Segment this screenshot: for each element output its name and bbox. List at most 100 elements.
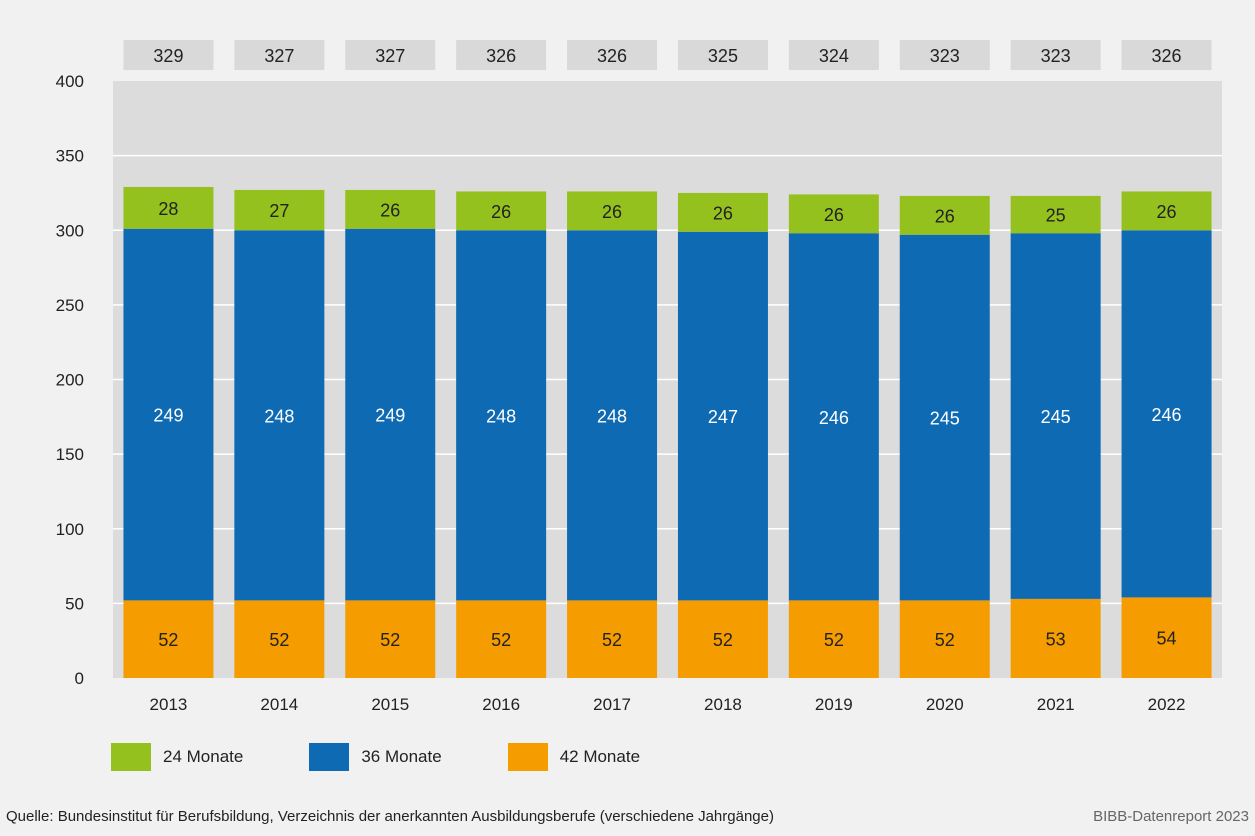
total-label: 323 <box>930 46 960 66</box>
bar-value-label: 28 <box>158 199 178 219</box>
total-box <box>788 40 879 70</box>
bar-segment <box>1010 598 1101 678</box>
bar-segment <box>123 228 214 601</box>
bar-value-label: 52 <box>713 630 733 650</box>
total-label: 327 <box>264 46 294 66</box>
bar-value-label: 52 <box>269 630 289 650</box>
bar-segment <box>677 600 768 678</box>
total-box <box>1010 40 1101 70</box>
bar-segment <box>1121 191 1212 231</box>
total-label: 326 <box>486 46 516 66</box>
bar-segment <box>1121 230 1212 598</box>
total-box <box>123 40 214 70</box>
bar-segment <box>456 230 547 601</box>
y-tick-label: 300 <box>56 221 84 240</box>
bar-value-label: 27 <box>269 201 289 221</box>
legend-item-42: 42 Monate <box>507 743 641 771</box>
y-tick-label: 150 <box>56 445 84 464</box>
bar-segment <box>899 234 990 601</box>
bar-value-label: 247 <box>708 407 738 427</box>
bar-value-label: 248 <box>264 406 294 426</box>
bar-segment <box>345 228 436 601</box>
bar-segment <box>456 191 547 231</box>
bar-segment <box>234 189 325 231</box>
bar-segment <box>1010 195 1101 234</box>
legend-swatch-36 <box>309 743 350 771</box>
bar-segment <box>345 189 436 229</box>
x-tick-label: 2016 <box>482 695 520 714</box>
bar-value-label: 245 <box>1041 407 1071 427</box>
total-box <box>1121 40 1212 70</box>
bar-segment <box>234 600 325 678</box>
bar-value-label: 26 <box>1157 202 1177 222</box>
bar-value-label: 54 <box>1157 629 1177 649</box>
legend-label-24: 24 Monate <box>163 747 244 766</box>
legend-swatch-24 <box>111 743 151 771</box>
x-tick-label: 2021 <box>1037 695 1075 714</box>
bar-value-label: 52 <box>824 630 844 650</box>
bar-segment <box>899 600 990 678</box>
bar-segment <box>345 600 436 678</box>
legend: 24 Monate 36 Monate 42 Monate <box>111 742 706 772</box>
report-credit: BIBB-Datenreport 2023 <box>1093 808 1249 825</box>
source-note: Quelle: Bundesinstitut für Berufsbildung… <box>6 808 774 825</box>
bar-segment <box>788 194 879 234</box>
total-box <box>677 40 768 70</box>
legend-item-24: 24 Monate <box>111 743 243 771</box>
total-box <box>456 40 547 70</box>
bar-segment <box>456 600 547 678</box>
total-label: 329 <box>153 46 183 66</box>
legend-item-36: 36 Monate <box>309 743 442 771</box>
bar-value-label: 26 <box>713 203 733 223</box>
x-tick-label: 2019 <box>815 695 853 714</box>
bar-value-label: 249 <box>375 406 405 426</box>
legend-label-36: 36 Monate <box>361 747 442 766</box>
y-tick-label: 0 <box>75 669 84 688</box>
bar-segment <box>567 191 658 231</box>
total-box <box>345 40 436 70</box>
bar-value-label: 25 <box>1046 206 1066 226</box>
y-tick-label: 350 <box>56 147 84 166</box>
bar-value-label: 26 <box>380 200 400 220</box>
y-tick-label: 50 <box>65 594 84 613</box>
y-tick-label: 400 <box>56 72 84 91</box>
bar-value-label: 52 <box>602 630 622 650</box>
bar-value-label: 52 <box>491 630 511 650</box>
bar-segment <box>1010 233 1101 599</box>
bar-value-label: 249 <box>153 406 183 426</box>
total-box <box>234 40 325 70</box>
bar-value-label: 248 <box>486 406 516 426</box>
bar-segment <box>788 233 879 601</box>
y-tick-label: 200 <box>56 371 84 390</box>
total-box <box>899 40 990 70</box>
bar-value-label: 52 <box>380 630 400 650</box>
y-tick-label: 250 <box>56 296 84 315</box>
y-tick-label: 100 <box>56 520 84 539</box>
x-tick-label: 2018 <box>704 695 742 714</box>
total-label: 323 <box>1041 46 1071 66</box>
bar-value-label: 246 <box>1152 405 1182 425</box>
bar-value-label: 53 <box>1046 629 1066 649</box>
x-tick-label: 2014 <box>260 695 298 714</box>
bar-segment <box>677 192 768 232</box>
total-label: 327 <box>375 46 405 66</box>
legend-label-42: 42 Monate <box>559 747 641 766</box>
x-tick-label: 2013 <box>150 695 188 714</box>
bar-segment <box>567 230 658 601</box>
bar-segment <box>788 600 879 678</box>
bar-segment <box>234 230 325 601</box>
bar-segment <box>567 600 658 678</box>
x-tick-label: 2022 <box>1148 695 1186 714</box>
total-label: 324 <box>819 46 849 66</box>
total-box <box>567 40 658 70</box>
x-tick-label: 2020 <box>926 695 964 714</box>
bar-segment <box>677 231 768 601</box>
bar-value-label: 248 <box>597 406 627 426</box>
total-label: 325 <box>708 46 738 66</box>
x-tick-label: 2015 <box>371 695 409 714</box>
total-label: 326 <box>597 46 627 66</box>
legend-swatch-42 <box>507 743 548 771</box>
bar-value-label: 245 <box>930 409 960 429</box>
